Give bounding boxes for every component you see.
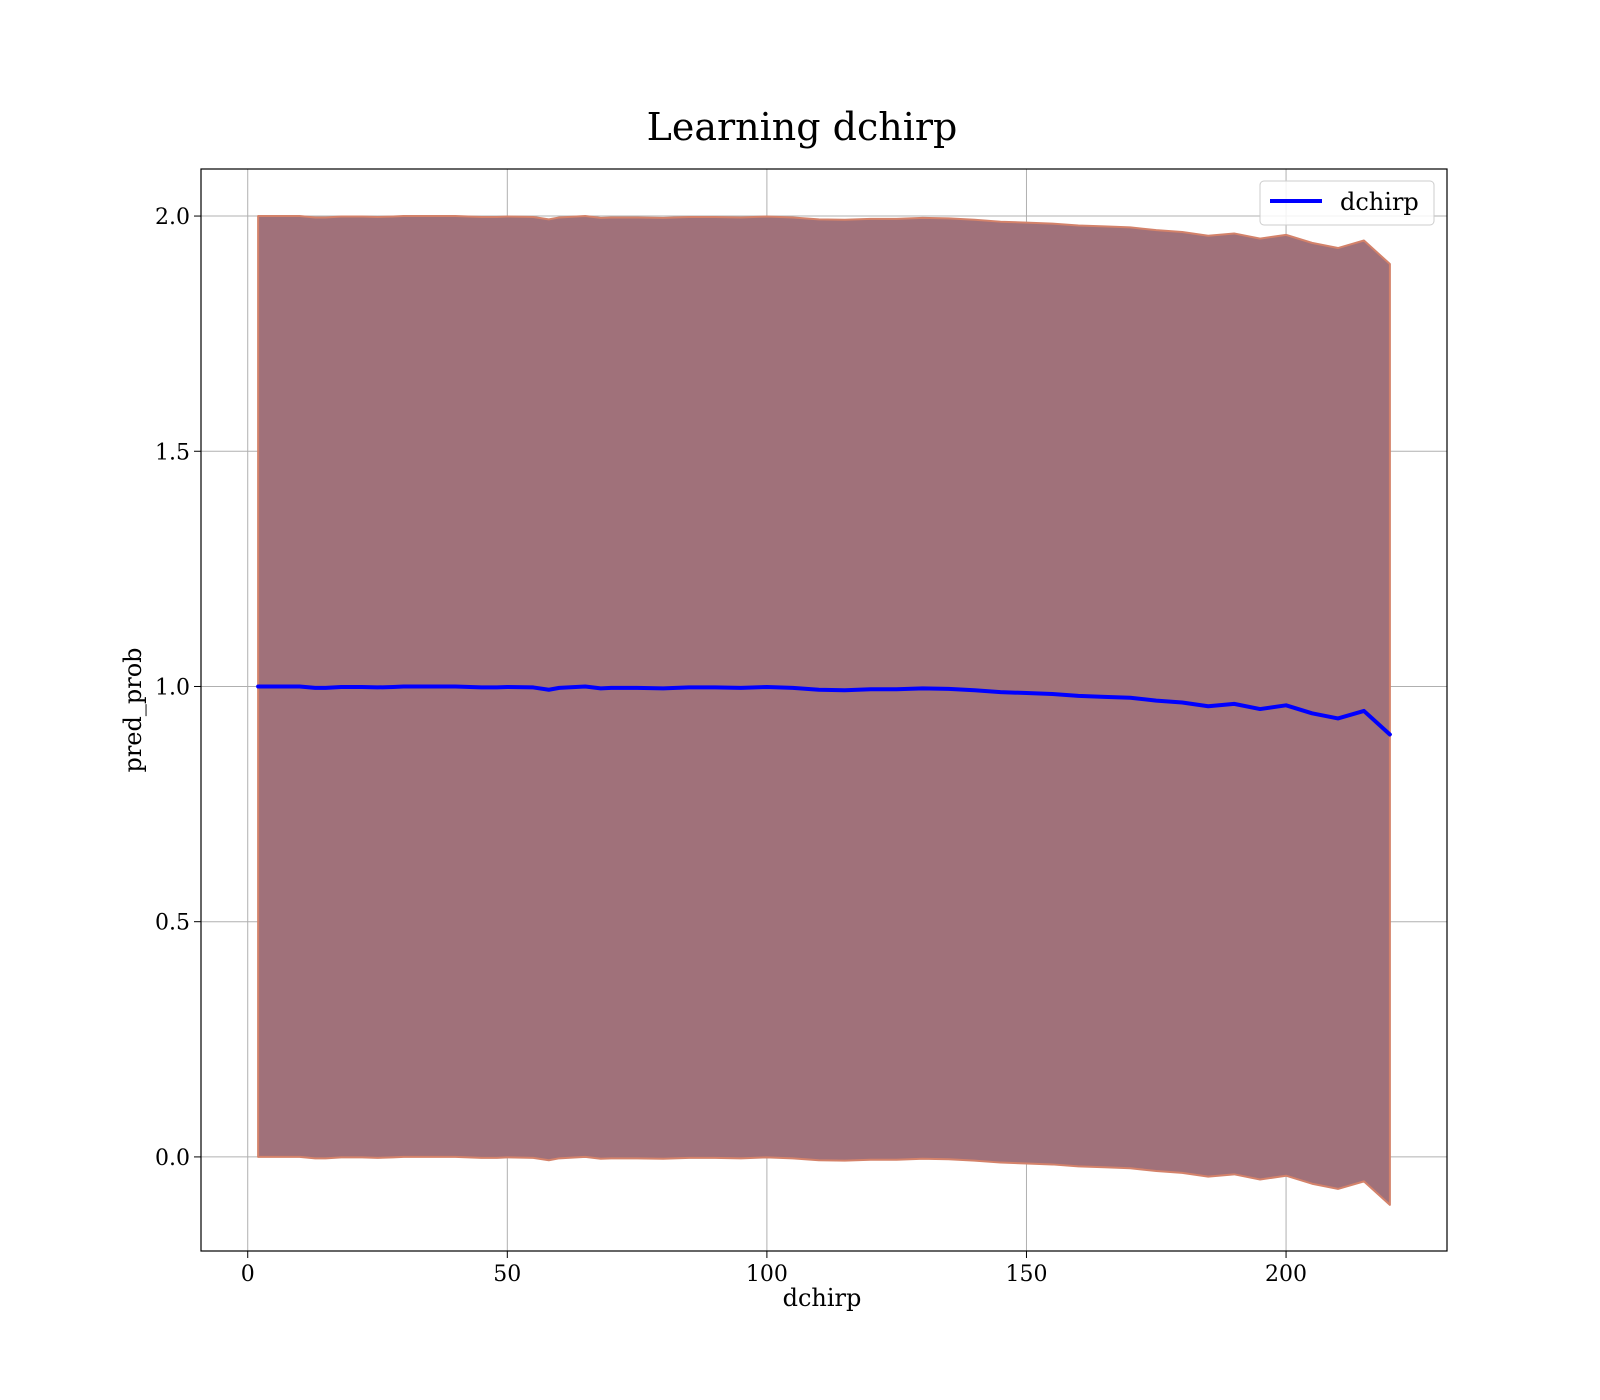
plot-area-frame xyxy=(200,168,1448,1252)
x-tick-label: 200 xyxy=(1265,1262,1307,1287)
x-tick-label: 150 xyxy=(1005,1262,1047,1287)
axis-ticks: 0 50 100 150 200 0.0 0.5 1.0 1.5 2.0 xyxy=(155,205,1307,1287)
y-tick-label: 2.0 xyxy=(155,205,190,230)
chart-title: Learning dchirp xyxy=(647,105,958,149)
y-axis-label: pred_prob xyxy=(119,647,147,772)
legend-label-dchirp: dchirp xyxy=(1340,188,1419,216)
x-tick-label: 50 xyxy=(493,1262,521,1287)
series-line-dchirp xyxy=(256,684,1392,737)
y-tick-label: 1.0 xyxy=(155,675,190,700)
y-tick-label: 0.0 xyxy=(155,1146,190,1171)
legend: dchirp xyxy=(1259,180,1435,226)
series-lines xyxy=(256,684,1392,737)
band-area xyxy=(257,215,1391,1206)
y-tick-label: 0.5 xyxy=(155,911,190,936)
confidence-band xyxy=(257,215,1391,1206)
legend-box xyxy=(1259,180,1435,226)
x-tick-label: 100 xyxy=(746,1262,788,1287)
x-tick-label: 0 xyxy=(241,1262,255,1287)
y-tick-label: 1.5 xyxy=(155,440,190,465)
x-axis-label: dchirp xyxy=(783,1284,862,1312)
